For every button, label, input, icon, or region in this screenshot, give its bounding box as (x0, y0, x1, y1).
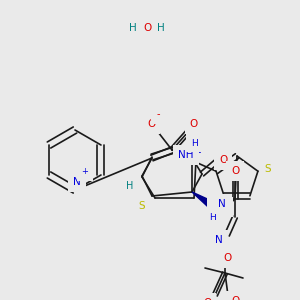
Text: +: + (82, 167, 88, 176)
Text: H: H (157, 23, 165, 33)
Text: O: O (231, 296, 239, 300)
Text: -: - (156, 109, 160, 119)
Text: O: O (147, 119, 155, 129)
Text: H: H (129, 23, 137, 33)
Text: N: N (215, 235, 223, 245)
Text: NH: NH (178, 150, 194, 160)
Text: N: N (218, 199, 226, 209)
Text: O: O (231, 166, 239, 176)
Text: H: H (126, 181, 134, 191)
Text: NH: NH (212, 202, 228, 212)
Text: N: N (73, 177, 81, 187)
Text: O: O (190, 119, 198, 129)
Text: H: H (191, 139, 197, 148)
Polygon shape (192, 192, 212, 207)
Text: O: O (224, 253, 232, 263)
Text: O: O (203, 298, 211, 300)
Text: H: H (210, 214, 216, 223)
Text: N: N (194, 145, 202, 155)
Text: S: S (265, 164, 271, 174)
Text: O: O (143, 23, 151, 33)
Text: S: S (139, 201, 145, 211)
Text: O: O (219, 155, 227, 165)
